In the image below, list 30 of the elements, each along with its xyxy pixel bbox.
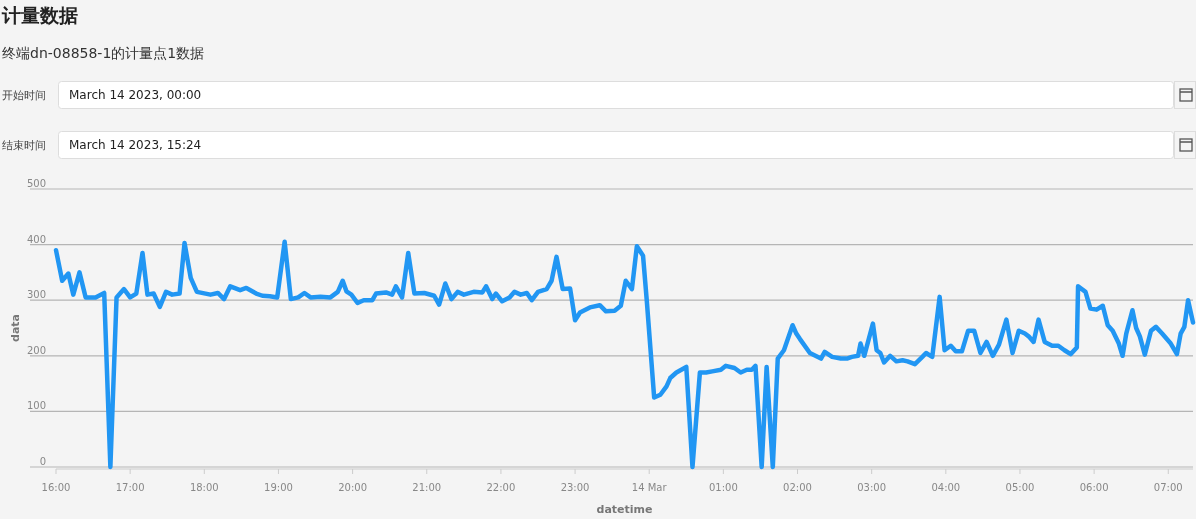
x-tick-label: 04:00 (931, 482, 961, 493)
x-tick-label: 20:00 (338, 482, 368, 493)
x-tick-label: 21:00 (412, 482, 442, 493)
x-tick-label: 03:00 (857, 482, 887, 493)
x-tick-label: 14 Mar (631, 482, 668, 493)
text: March 14 2023, 00:00 (69, 88, 202, 102)
x-axis-title: datetime (596, 503, 653, 516)
y-tick-label: 100 (26, 400, 46, 412)
text: March 14 2023, 15:24 (69, 138, 202, 152)
x-tick-label: 18:00 (189, 482, 219, 493)
x-tick-label: 22:00 (486, 482, 516, 493)
x-tick-label: 19:00 (264, 482, 293, 493)
y-tick-label: 500 (26, 178, 46, 189)
x-tick-label: 02:00 (783, 482, 812, 493)
text: 开始时间 (2, 89, 46, 102)
x-tick-label: 16:00 (41, 482, 71, 493)
x-tick-label: 05:00 (1005, 482, 1035, 493)
chart-subtitle: 终端dn-08858-1的计量点1数据 (2, 45, 205, 61)
y-tick-label: 0 (39, 456, 46, 467)
x-tick-label: 01:00 (708, 482, 738, 493)
chart-title: 计量数据 (1, 4, 78, 26)
x-tick-label: 06:00 (1079, 482, 1109, 493)
x-tick-label: 07:00 (1153, 482, 1183, 493)
y-tick-label: 300 (26, 289, 46, 301)
x-tick-label: 17:00 (115, 482, 145, 493)
text: 结束时间 (2, 139, 46, 152)
y-tick-label: 400 (26, 233, 46, 245)
y-axis-title: data (9, 314, 22, 342)
y-tick-label: 200 (26, 344, 46, 356)
x-tick-label: 23:00 (560, 482, 590, 493)
